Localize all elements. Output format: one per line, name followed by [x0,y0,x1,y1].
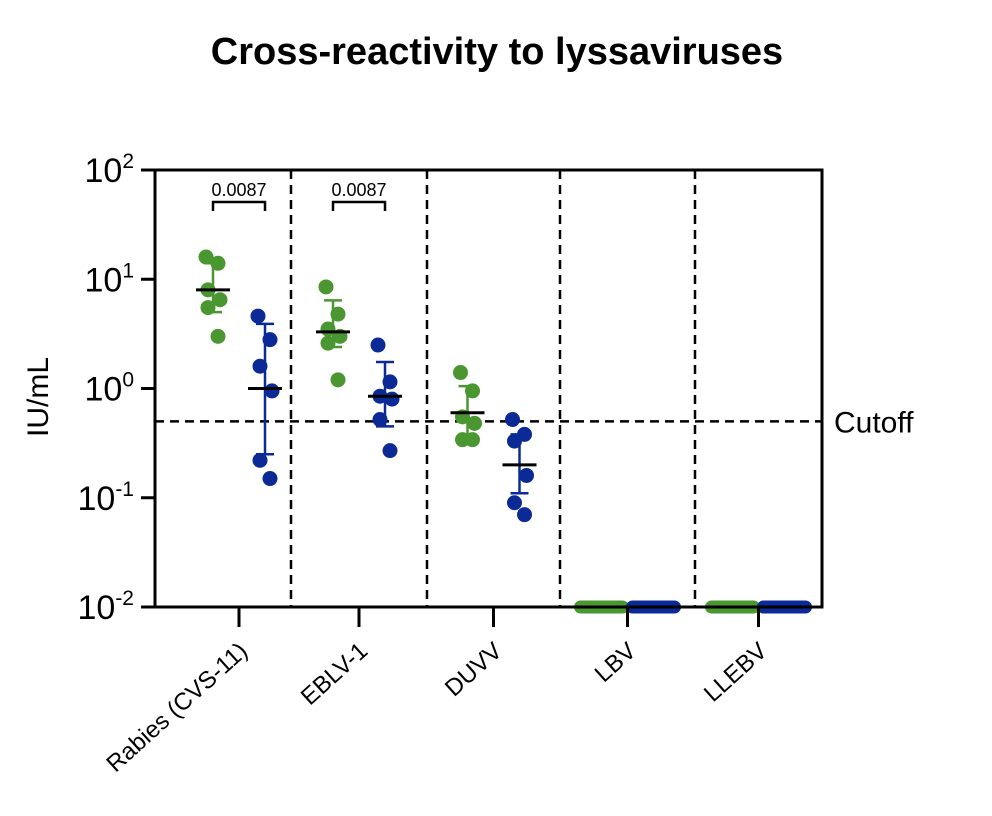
data-point [517,507,532,523]
data-point [212,292,228,308]
data-point [384,391,400,407]
data-point [330,306,346,322]
data-point [372,412,388,428]
data-point [264,383,280,399]
y-axis-label: IU/mL [22,357,55,437]
data-point [507,495,522,511]
x-tick-label: Rabies (CVS-11) [101,637,253,777]
data-point [505,412,520,428]
data-point [519,467,534,483]
data-point [252,358,268,374]
y-tick-exponent: -1 [115,478,134,501]
data-point [382,443,398,459]
y-tick-label: 10-1 [77,478,134,518]
data-point [465,383,480,399]
data-point [465,432,480,448]
data-point [453,365,468,381]
y-tick-exponent: 0 [122,369,134,392]
p-value-label: 0.0087 [331,180,386,200]
category-dividers [289,170,697,607]
data-point [200,300,216,316]
x-tick-label: DUVV [440,637,508,702]
data-points [196,249,812,614]
chart-title: Cross-reactivity to lyssaviruses [211,31,783,73]
x-tick-label: LLEBV [699,637,773,707]
p-value-label: 0.0087 [211,180,266,200]
significance-bracket [331,200,387,211]
data-point [252,452,268,468]
y-tick-exponent: 2 [122,150,134,173]
significance-annotations: 0.0087 0.0087 [211,180,387,211]
y-tick-base: 10 [84,371,122,409]
data-point [318,279,334,295]
x-tick-label: EBLV-1 [296,637,373,710]
y-tick-label: 100 [84,369,134,409]
y-tick-exponent: 1 [122,259,134,282]
data-point [250,308,266,324]
data-point [330,372,346,388]
y-tick-label: 101 [84,259,134,299]
data-point [198,249,214,265]
x-tick-label: LBV [590,637,642,687]
data-point [507,433,522,449]
y-tick-base: 10 [77,589,115,627]
y-tick-base: 10 [84,261,122,299]
axes [141,168,824,627]
y-tick-label: 102 [84,150,134,190]
cutoff-line-group: Cutoff [155,406,914,439]
y-tick-label: 10-2 [77,587,134,627]
data-point [262,471,278,487]
significance-bracket [211,200,267,211]
y-tick-base: 10 [77,480,115,518]
data-point [262,332,278,348]
data-point [320,335,336,351]
y-tick-base: 10 [84,152,122,190]
data-point [382,374,398,390]
cutoff-label: Cutoff [834,406,914,439]
x-tick-labels: Rabies (CVS-11) EBLV-1 DUVV LBV LLEBV [101,637,772,777]
data-point [210,328,226,344]
y-tick-exponent: -2 [115,587,134,610]
data-point [370,337,386,353]
data-point [467,415,482,431]
data-point [210,255,226,271]
